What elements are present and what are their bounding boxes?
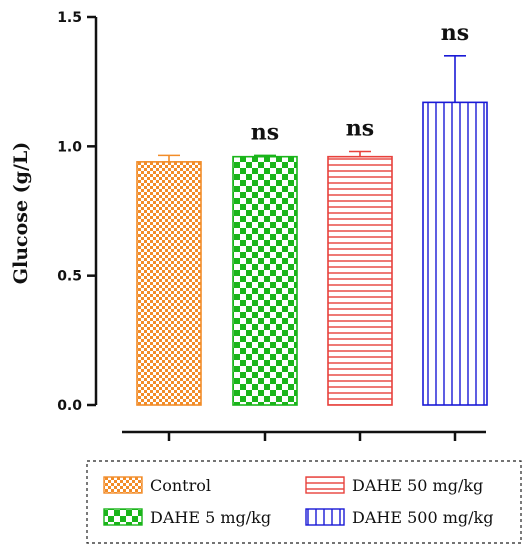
bars: ns ns ns	[136, 20, 488, 406]
legend: Control DAHE 5 mg/kg DAHE 50 mg/kg DAHE 500…	[103, 476, 493, 527]
legend-label: DAHE 5 mg/kg	[150, 508, 271, 527]
bar	[136, 161, 202, 406]
y-tick-label: 0.0	[57, 398, 82, 414]
legend-swatch	[305, 508, 345, 526]
y-axis-title: Glucose (g/L)	[10, 142, 32, 284]
significance-label: ns	[441, 20, 469, 46]
legend-box	[86, 460, 522, 544]
y-tick-label: 1.5	[57, 10, 82, 26]
bar	[232, 155, 298, 406]
y-tick-label: 1.0	[57, 139, 82, 155]
bar	[422, 101, 488, 406]
y-axis: 0.0 0.5 1.0 1.5	[57, 10, 98, 414]
legend-label: DAHE 50 mg/kg	[352, 476, 483, 495]
legend-label: Control	[150, 476, 211, 495]
significance-label: ns	[346, 116, 374, 142]
y-tick-label: 0.5	[57, 269, 82, 285]
legend-swatch	[103, 508, 143, 526]
bar	[327, 155, 393, 406]
legend-label: DAHE 500 mg/kg	[352, 508, 493, 527]
significance-label: ns	[251, 119, 279, 145]
x-axis	[122, 430, 486, 441]
legend-swatch	[103, 476, 143, 494]
legend-swatch	[305, 476, 345, 494]
